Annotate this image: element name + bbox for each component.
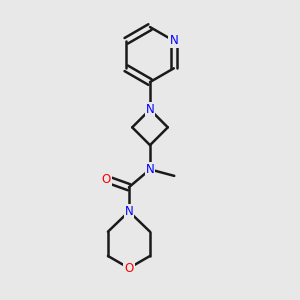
Text: O: O <box>102 172 111 186</box>
Text: O: O <box>124 262 134 275</box>
Text: N: N <box>124 205 133 218</box>
Text: N: N <box>169 34 178 47</box>
Text: N: N <box>146 103 154 116</box>
Text: N: N <box>146 163 154 176</box>
